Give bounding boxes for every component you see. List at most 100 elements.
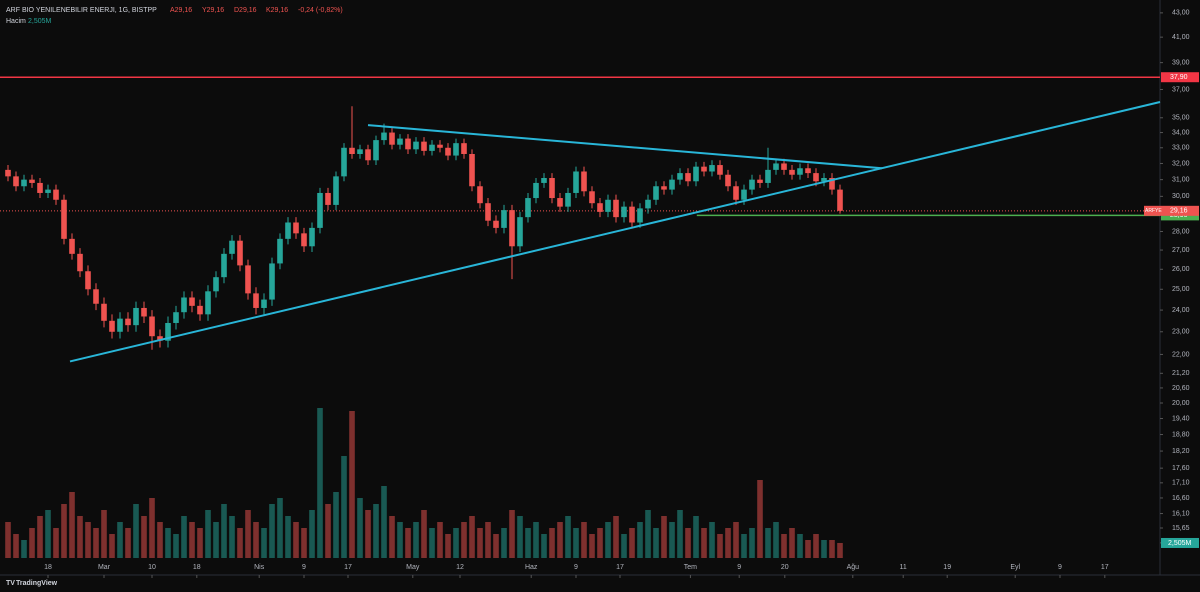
candle-body (109, 320, 115, 332)
volume-bar (221, 504, 227, 558)
x-tick-label: Eyl (1010, 564, 1020, 571)
candle-body (245, 265, 251, 294)
candle-body (805, 168, 811, 174)
volume-bar (341, 456, 347, 558)
header: ARF BIO YENILENEBILIR ENERJI, 1G, BISTPP… (6, 7, 157, 25)
volume-bar (117, 522, 123, 558)
volume-bar (637, 522, 643, 558)
volume-bar (421, 510, 427, 558)
volume-label: 2,505M (1168, 540, 1192, 547)
candle-body (261, 299, 267, 308)
volume-bar (693, 516, 699, 558)
candle-body (37, 182, 43, 193)
candle-body (349, 147, 355, 154)
volume-label-box (1161, 537, 1199, 548)
candle-body (621, 206, 627, 218)
ohlc-value: Y29,16 (202, 7, 224, 14)
volume-bar (501, 528, 507, 558)
candle-body (717, 165, 723, 175)
y-tick-label: 15,65 (1172, 525, 1190, 532)
candle-body (61, 199, 67, 239)
volume-bar (805, 540, 811, 558)
candle-body (637, 208, 643, 223)
volume-bar (597, 528, 603, 558)
volume-bar (405, 528, 411, 558)
y-tick-label: 18,80 (1172, 431, 1190, 438)
x-tick-label: 17 (616, 564, 624, 571)
candle-body (429, 144, 435, 151)
x-tick-label: Tem (684, 564, 697, 571)
volume-bar (733, 522, 739, 558)
candle-body (821, 177, 827, 182)
volume-bar (293, 522, 299, 558)
candle-body (101, 303, 107, 321)
candle-body (45, 189, 51, 193)
volume-bar (757, 480, 763, 558)
x-tick-label: 9 (302, 564, 306, 571)
y-tick-label: 16,10 (1172, 510, 1190, 517)
y-tick-label: 25,00 (1172, 286, 1190, 293)
volume-bar (253, 522, 259, 558)
volume-bar (165, 528, 171, 558)
x-tick-label: 9 (574, 564, 578, 571)
candle-body (461, 143, 467, 154)
candle-body (309, 227, 315, 247)
y-tick-label: 19,40 (1172, 415, 1190, 422)
candle-body (517, 217, 523, 247)
volume-bar (317, 408, 323, 558)
volume-bar (461, 522, 467, 558)
candle-body (437, 144, 443, 148)
volume-bar (677, 510, 683, 558)
x-tick-label: 18 (44, 564, 52, 571)
volume-bar (309, 510, 315, 558)
volume-bar (573, 528, 579, 558)
y-tick-label: 18,20 (1172, 448, 1190, 455)
candle-body (277, 238, 283, 264)
volume-bar (773, 522, 779, 558)
candle-body (709, 165, 715, 172)
candle-body (493, 220, 499, 228)
candle-body (701, 166, 707, 172)
x-tick-label: 19 (943, 564, 951, 571)
candle-body (781, 163, 787, 170)
y-tick-label: 21,20 (1172, 370, 1190, 377)
volume-bar (813, 534, 819, 558)
volume-bar (269, 504, 275, 558)
volume-bar (565, 516, 571, 558)
candle-body (421, 141, 427, 151)
candle-body (645, 199, 651, 209)
candle-body (789, 169, 795, 175)
volume-bar (261, 528, 267, 558)
x-tick-label: Mar (98, 564, 111, 571)
candle-body (29, 179, 35, 183)
candle-body (85, 271, 91, 290)
candle-body (533, 182, 539, 199)
volume-bar (645, 510, 651, 558)
x-tick-label: 10 (148, 564, 156, 571)
candle-body (173, 312, 179, 323)
candle-body (525, 198, 531, 218)
volume-bar (365, 510, 371, 558)
candle-body (797, 168, 803, 175)
volume-bar (509, 510, 515, 558)
volume-bar (381, 486, 387, 558)
candle-body (365, 149, 371, 161)
x-tick-label: Ağu (847, 564, 860, 571)
candle-body (653, 186, 659, 200)
volume-bar (533, 522, 539, 558)
candle-body (253, 293, 259, 308)
volume-bar (349, 411, 355, 558)
y-tick-label: 20,60 (1172, 385, 1190, 392)
candle-body (485, 203, 491, 221)
candle-body (5, 169, 11, 177)
volume-value: 2,505M (28, 18, 52, 25)
y-tick-label: 34,00 (1172, 129, 1190, 136)
candle-body (69, 238, 75, 254)
volume-bar (797, 534, 803, 558)
volume-bar (525, 528, 531, 558)
candle-body (469, 153, 475, 187)
volume-bar (237, 528, 243, 558)
volume-bar (149, 498, 155, 558)
